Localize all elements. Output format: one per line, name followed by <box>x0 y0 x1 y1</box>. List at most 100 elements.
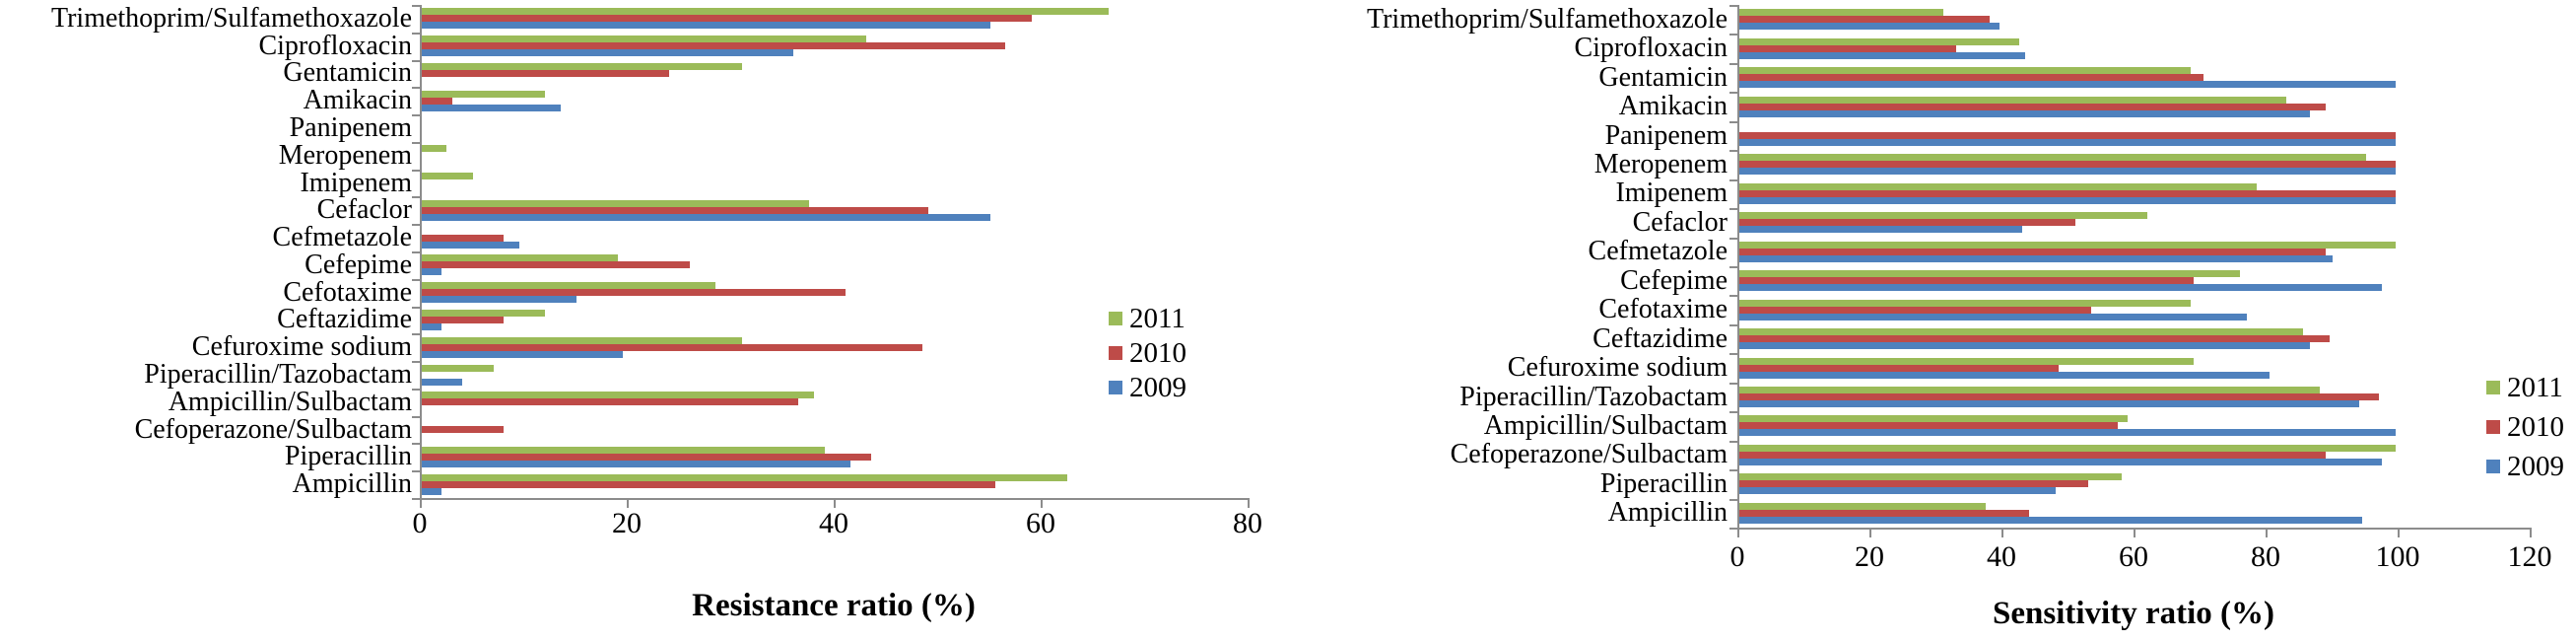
x-tick-label: 80 <box>1233 507 1262 539</box>
bar-2009 <box>421 460 850 467</box>
x-tick-label: 120 <box>2507 540 2552 573</box>
y-axis-tick <box>412 278 420 281</box>
y-axis-line <box>1737 5 1739 528</box>
bar-2009 <box>1738 313 2247 321</box>
bar-2009 <box>1738 284 2383 292</box>
bar-2010 <box>421 398 799 406</box>
bar-2010 <box>1738 451 2327 459</box>
category-label: Cefepime <box>1620 264 1728 296</box>
category-label: Ceftazidime <box>1593 322 1728 354</box>
category-label: Cefaclor <box>1632 206 1728 238</box>
category-label: Ampicillin <box>292 468 412 500</box>
bar-2011 <box>421 309 545 317</box>
x-tick-label: 40 <box>1987 540 2016 573</box>
bar-2011 <box>1738 154 2366 162</box>
x-axis-tick <box>1737 528 1739 537</box>
legend: 2011 2010 2009 <box>1109 305 1227 412</box>
bar-2010 <box>421 426 504 434</box>
bar-2009 <box>1738 371 2271 379</box>
bar-2011 <box>421 173 473 180</box>
category-label: Trimethoprim/Sulfamethoxazole <box>1366 3 1728 35</box>
category-label: Cefotaxime <box>1598 294 1728 325</box>
x-axis-tick <box>1869 528 1871 537</box>
y-axis-tick <box>1729 469 1737 472</box>
bar-2009 <box>1738 429 2396 437</box>
y-axis-tick <box>412 443 420 446</box>
bar-2011 <box>421 199 809 207</box>
category-label: Ampicillin/Sulbactam <box>1483 409 1728 441</box>
legend-swatch-2010 <box>1109 346 1122 360</box>
y-axis-tick <box>1729 150 1737 153</box>
bar-2009 <box>1738 458 2383 465</box>
bar-2010 <box>1738 306 2092 314</box>
bar-2010 <box>421 15 1032 23</box>
bar-2009 <box>1738 487 2056 495</box>
bar-2011 <box>421 254 618 262</box>
y-axis-tick <box>1729 5 1737 7</box>
x-tick-label: 20 <box>612 507 642 539</box>
bar-2010 <box>1738 161 2396 169</box>
bar-2011 <box>421 473 1068 481</box>
bar-2010 <box>421 289 846 297</box>
category-label: Piperacillin/Tazobactam <box>1459 381 1728 412</box>
legend-label: 2010 <box>2507 411 2564 443</box>
category-label: Ciprofloxacin <box>1574 33 1728 64</box>
bar-2010 <box>421 42 1006 50</box>
x-axis-tick <box>1041 498 1043 508</box>
y-axis-tick <box>1729 411 1737 414</box>
x-tick-label: 0 <box>1729 540 1745 573</box>
category-label: Cefmetazole <box>1588 236 1728 267</box>
bar-2010 <box>421 97 452 105</box>
y-axis-tick <box>412 361 420 364</box>
category-label: Cefoperazone/Sulbactam <box>1450 439 1728 470</box>
bar-2011 <box>421 282 716 290</box>
bar-2011 <box>1738 299 2191 307</box>
bar-2011 <box>1738 9 1943 17</box>
bar-2011 <box>1738 328 2303 336</box>
bar-2010 <box>1738 364 2059 372</box>
bar-2010 <box>421 453 871 461</box>
bar-2009 <box>421 378 462 386</box>
category-label: Panipenem <box>1604 119 1728 151</box>
bar-2011 <box>421 62 742 70</box>
y-axis-tick <box>412 32 420 35</box>
x-axis-tick <box>2398 528 2400 537</box>
y-axis-tick <box>1729 237 1737 240</box>
y-axis-tick <box>1729 208 1737 211</box>
bar-2010 <box>1738 248 2327 255</box>
category-label: Meropenem <box>278 139 412 171</box>
bar-2010 <box>421 480 995 488</box>
bar-2010 <box>1738 103 2327 110</box>
bar-2009 <box>421 322 441 330</box>
bar-2010 <box>1738 422 2119 430</box>
y-axis-tick <box>412 114 420 117</box>
bar-2009 <box>1738 168 2396 176</box>
y-axis-tick <box>412 141 420 144</box>
category-label: Gentamicin <box>283 57 412 89</box>
bar-2009 <box>421 487 441 495</box>
y-axis-tick <box>1729 528 1737 530</box>
y-axis-tick <box>1729 353 1737 356</box>
legend-swatch-2010 <box>2486 420 2500 434</box>
bar-2010 <box>1738 44 1957 52</box>
y-axis-tick <box>1729 382 1737 385</box>
bar-2010 <box>1738 219 2075 227</box>
y-axis-tick <box>1729 323 1737 326</box>
bar-2011 <box>1738 473 2122 481</box>
bar-2009 <box>1738 81 2396 89</box>
bar-2009 <box>1738 400 2359 407</box>
bar-2010 <box>421 343 923 351</box>
category-label: Imipenem <box>1615 178 1728 209</box>
x-tick-label: 60 <box>2119 540 2148 573</box>
bar-2010 <box>421 69 669 77</box>
bar-2011 <box>1738 502 1987 510</box>
bar-2009 <box>1738 196 2396 204</box>
bar-2011 <box>1738 96 2287 104</box>
y-axis-tick <box>1729 92 1737 95</box>
bar-2009 <box>1738 51 2026 59</box>
y-axis-line <box>420 5 422 498</box>
category-label: Ampicillin/Sulbactam <box>168 386 412 417</box>
y-axis-tick <box>1729 34 1737 36</box>
bar-2009 <box>421 213 990 221</box>
bar-2009 <box>1738 226 2023 234</box>
